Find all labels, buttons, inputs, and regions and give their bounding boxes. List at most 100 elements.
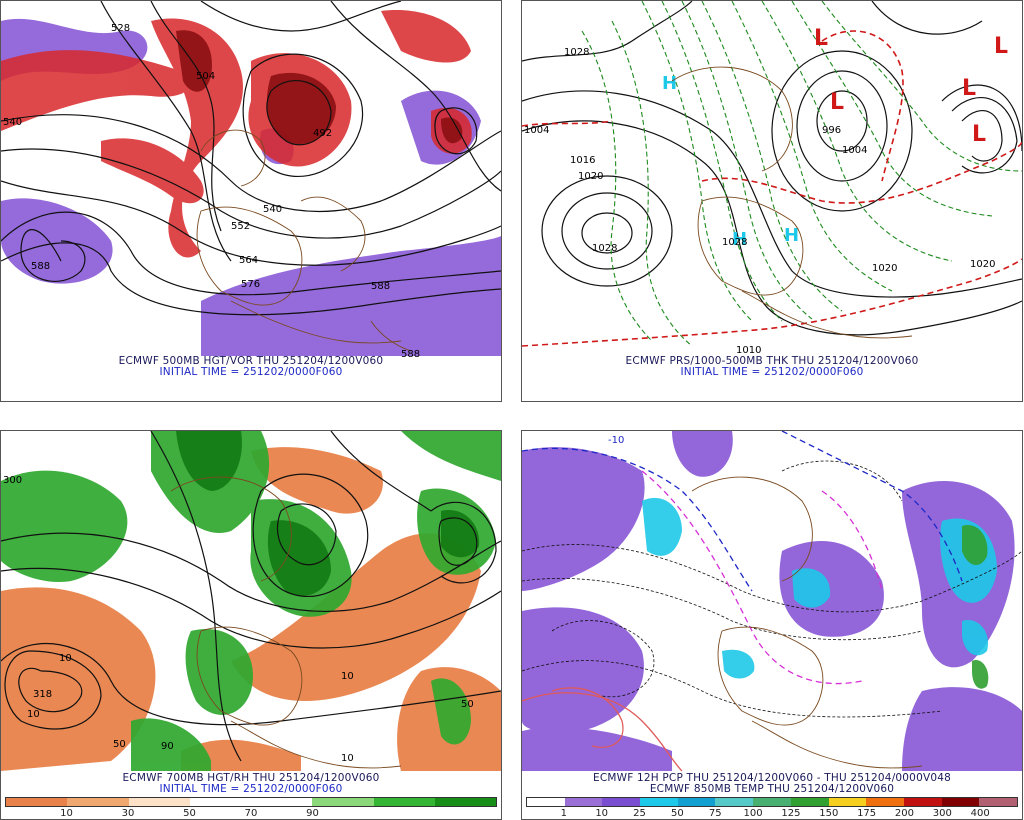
- svg-text:1004: 1004: [842, 145, 867, 156]
- svg-text:996: 996: [822, 125, 841, 136]
- contour-labels: 1028 1004 1016 1020 1028 996 1004 1020 1…: [524, 47, 995, 356]
- colorbar-swatch: [251, 798, 313, 806]
- colorbar-swatch: [677, 798, 716, 806]
- height-contours: [1, 1, 501, 316]
- contour-labels: 540 528 504 492 540 552 564 576 588 588 …: [3, 23, 420, 360]
- colorbar-swatches: [5, 797, 497, 807]
- svg-text:1020: 1020: [872, 263, 897, 274]
- colorbar-swatch: [640, 798, 678, 806]
- colorbar-swatch: [941, 798, 980, 806]
- colorbar-tick-label: 25: [633, 808, 646, 819]
- svg-text:H: H: [732, 229, 747, 250]
- svg-text:H: H: [662, 73, 677, 94]
- colorbar-swatch: [828, 798, 867, 806]
- freezing-line: [522, 431, 963, 592]
- colorbar-tick-label: 175: [857, 808, 877, 819]
- svg-text:50: 50: [113, 739, 126, 750]
- svg-text:564: 564: [239, 255, 258, 266]
- svg-text:10: 10: [341, 671, 354, 682]
- svg-text:1028: 1028: [564, 47, 589, 58]
- svg-text:L: L: [814, 26, 828, 51]
- precip-colorbar: 1 10 25 50 75 100 125 150 175 200 300 400: [526, 797, 1018, 819]
- thickness-contours: [581, 1, 1022, 347]
- colorbar-swatch: [373, 798, 435, 806]
- svg-text:1028: 1028: [722, 237, 747, 248]
- contour-labels: -10: [608, 435, 624, 446]
- panel-caption-title: ECMWF PRS/1000-500MB THK THU 251204/1200…: [625, 355, 919, 367]
- colorbar-tick-label: 75: [708, 808, 722, 819]
- panel-caption-title: ECMWF 500MB HGT/VOR THU 251204/1200V060: [118, 355, 384, 367]
- colorbar-tick-label: 400: [970, 808, 990, 819]
- svg-text:552: 552: [231, 221, 250, 232]
- svg-text:1016: 1016: [570, 155, 595, 166]
- colorbar-swatch: [790, 798, 829, 806]
- panel-caption-title: ECMWF 700MB HGT/RH THU 251204/1200V060: [122, 772, 380, 784]
- isobars: [522, 1, 1022, 336]
- rh-dry-fill: [1, 447, 501, 771]
- colorbar-swatch: [189, 798, 251, 806]
- panel-caption-initial-time: INITIAL TIME = 251202/0000F060: [680, 366, 864, 378]
- panel-700mb-hgt-rh: 300 318 10 10 50 90 10 50 10 ECMWF 700MB…: [0, 430, 502, 820]
- svg-text:-10: -10: [608, 435, 624, 446]
- svg-text:528: 528: [111, 23, 130, 34]
- colorbar-labels: 1 10 25 50 75 100 125 150 175 200 300 400: [526, 807, 1018, 819]
- temp-contours: [522, 460, 1022, 718]
- svg-text:504: 504: [196, 71, 215, 82]
- svg-text:300: 300: [3, 475, 22, 486]
- colorbar-tick-label: 10: [595, 808, 609, 819]
- height-contours: [1, 431, 501, 762]
- panel-caption-title: ECMWF 12H PCP THU 251204/1200V060 - THU …: [593, 772, 951, 784]
- colorbar-tick-label: 1: [560, 808, 568, 819]
- svg-text:10: 10: [341, 753, 354, 764]
- svg-text:588: 588: [31, 261, 50, 272]
- colorbar-tick-label: 10: [60, 808, 73, 819]
- colorbar-tick-label: 50: [671, 808, 684, 819]
- panel-500mb-hgt-vor: 540 528 504 492 540 552 564 576 588 588 …: [0, 0, 502, 402]
- svg-text:492: 492: [313, 128, 332, 139]
- panel-caption-initial-time: INITIAL TIME = 251202/0000F060: [159, 783, 343, 795]
- thickness-540-line: [522, 30, 1022, 347]
- colorbar-swatch: [67, 798, 129, 806]
- colorbar-swatch: [6, 798, 68, 806]
- svg-text:90: 90: [161, 741, 174, 752]
- precip-heavy-fill: [962, 525, 989, 689]
- svg-text:576: 576: [241, 279, 260, 290]
- rh-moist-peak-fill: [176, 431, 480, 596]
- rh-colorbar: 10 30 50 70 90: [5, 797, 497, 819]
- colorbar-tick-label: 100: [743, 808, 763, 819]
- colorbar-tick-label: 200: [894, 808, 914, 819]
- svg-text:L: L: [972, 122, 986, 147]
- colorbar-swatch: [753, 798, 791, 806]
- svg-text:318: 318: [33, 689, 52, 700]
- colorbar-swatch: [527, 798, 565, 806]
- map-precip: -10: [522, 431, 1022, 772]
- colorbar-tick-label: 150: [819, 808, 839, 819]
- geography-outlines: [196, 129, 412, 352]
- map-700mb: 300 318 10 10 50 90 10 50 10: [1, 431, 501, 771]
- warm-line: [522, 687, 683, 772]
- colorbar-swatches: [526, 797, 1018, 807]
- zero-c-line: [641, 470, 883, 685]
- svg-text:10: 10: [27, 709, 40, 720]
- svg-text:588: 588: [371, 281, 390, 292]
- map-pressure: L L L L L H H H 1028 1004 1016 1020 1028…: [522, 1, 1022, 356]
- panel-pressure-thickness: L L L L L H H H 1028 1004 1016 1020 1028…: [521, 0, 1023, 402]
- colorbar-tick-label: 300: [932, 808, 952, 819]
- geography-outlines: [691, 476, 923, 769]
- panel-caption-secondary: ECMWF 850MB TEMP THU 251204/1200V060: [649, 783, 895, 795]
- svg-text:L: L: [994, 34, 1008, 59]
- pressure-center-markers: L L L L L H H H: [662, 26, 1008, 250]
- svg-text:1020: 1020: [970, 259, 995, 270]
- colorbar-swatch: [434, 798, 496, 806]
- svg-text:1028: 1028: [592, 243, 617, 254]
- svg-text:50: 50: [461, 699, 474, 710]
- svg-text:540: 540: [263, 204, 282, 215]
- colorbar-swatch: [312, 798, 374, 806]
- colorbar-swatch: [903, 798, 942, 806]
- colorbar-tick-label: 90: [306, 808, 319, 819]
- panel-precip-850mb-temp: -10 ECMWF 12H PCP THU 251204/1200V060 - …: [521, 430, 1023, 820]
- svg-text:1010: 1010: [736, 345, 761, 356]
- colorbar-swatch: [564, 798, 603, 806]
- colorbar-swatch: [602, 798, 641, 806]
- svg-text:540: 540: [3, 117, 22, 128]
